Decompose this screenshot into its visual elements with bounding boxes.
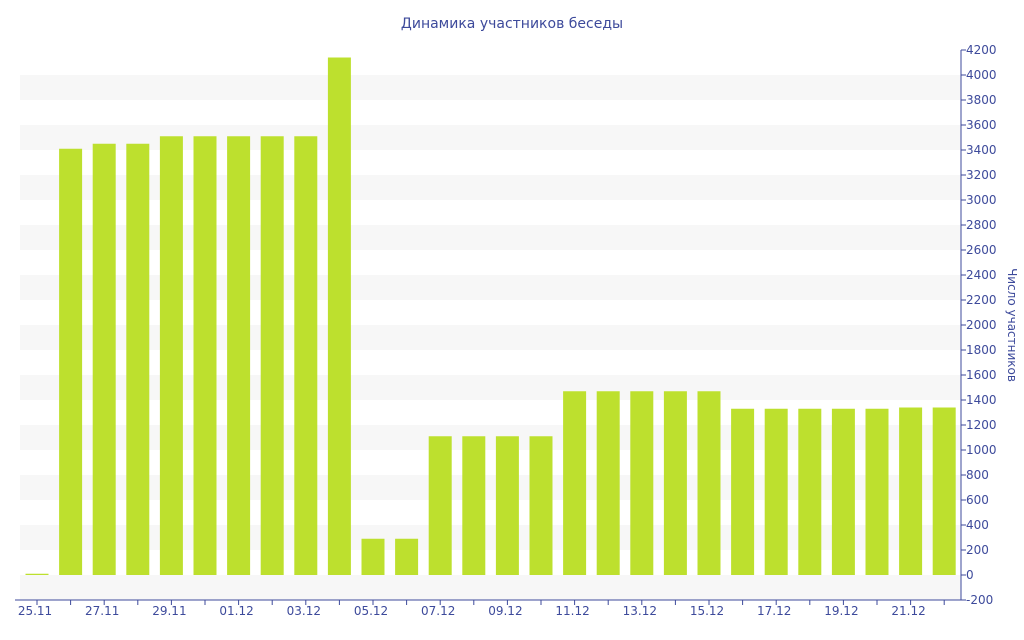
bar [462,436,486,575]
x-tick-label: 21.12 [891,604,925,618]
y-axis-ticks: -200 0 200 400 600 800 1000 1200 1400 1600 1800 200… [961,43,997,607]
y-tick-label: 600 [966,493,989,507]
bar [227,136,251,575]
bar [563,391,587,575]
x-tick-label: 27.11 [85,604,119,618]
x-tick-label: 29.11 [152,604,186,618]
grid-band [20,75,961,100]
bar [596,391,620,575]
x-tick-label: 13.12 [623,604,657,618]
bar [529,436,553,575]
y-tick-label: 0 [966,568,974,582]
y-tick-label: 1200 [966,418,997,432]
bar [25,573,49,575]
bar [697,391,721,575]
bar [59,148,83,575]
y-tick-label: 1800 [966,343,997,357]
bar [865,408,889,575]
y-tick-label: 1600 [966,368,997,382]
bar [663,391,687,575]
y-tick-label: 2200 [966,293,997,307]
bar [798,408,822,575]
x-tick-label: 09.12 [488,604,522,618]
y-tick-label: 3200 [966,168,997,182]
x-tick-label: 25.11 [18,604,52,618]
y-tick-label: 200 [966,543,989,557]
x-tick-label: 01.12 [219,604,253,618]
y-tick-label: 2800 [966,218,997,232]
y-tick-label: 2000 [966,318,997,332]
y-tick-label: 3800 [966,93,997,107]
bar [260,136,284,575]
y-tick-label: 1000 [966,443,997,457]
y-tick-label: 1400 [966,393,997,407]
y-tick-label: 2400 [966,268,997,282]
y-tick-label: 3400 [966,143,997,157]
y-tick-label: 400 [966,518,989,532]
y-tick-label: 2600 [966,243,997,257]
bar [428,436,452,575]
bar [126,143,150,575]
bar [731,408,755,575]
y-axis-label: Число участников [1005,268,1019,382]
x-axis-ticks: 25.11 27.11 29.11 01.12 03.12 05.12 07.12 09.12… [18,600,945,618]
grid-band [20,575,961,600]
bar [92,143,116,575]
x-tick-label: 05.12 [354,604,388,618]
y-tick-label: 4200 [966,43,997,57]
bar [899,407,923,575]
bar [395,538,419,575]
bar [495,436,519,575]
x-tick-label: 11.12 [555,604,589,618]
y-tick-label: 3600 [966,118,997,132]
bar [932,407,956,575]
bar [764,408,788,575]
bar [294,136,318,575]
bar [159,136,183,575]
x-tick-label: 19.12 [824,604,858,618]
bar [831,408,855,575]
y-tick-label: 800 [966,468,989,482]
y-tick-label: -200 [966,593,993,607]
y-tick-label: 4000 [966,68,997,82]
bar [193,136,217,575]
x-tick-label: 07.12 [421,604,455,618]
chart-title: Динамика участников беседы [401,16,623,32]
x-tick-label: 17.12 [757,604,791,618]
x-tick-label: 03.12 [287,604,321,618]
bar [361,538,385,575]
y-tick-label: 3000 [966,193,997,207]
bar [327,57,351,575]
x-tick-label: 15.12 [690,604,724,618]
bar [630,391,654,575]
bars [25,57,956,575]
